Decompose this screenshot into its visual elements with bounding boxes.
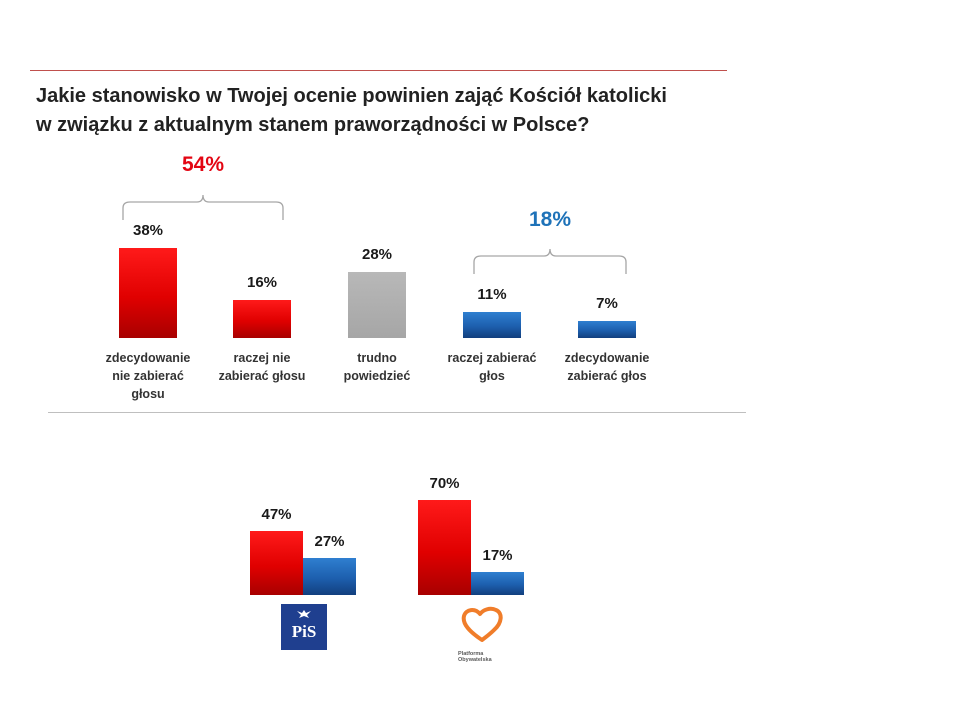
bar-4 <box>463 311 521 338</box>
top-rule <box>30 70 727 71</box>
category-label: raczej nie zabierać głosu <box>202 349 322 385</box>
category-label-line: powiedzieć <box>343 369 411 383</box>
bar-5 <box>578 321 636 338</box>
category-label: zdecydowanie nie zabierać głosu <box>88 349 208 403</box>
category-label: raczej zabierać głos <box>432 349 552 385</box>
po-heart-icon <box>461 606 503 642</box>
party-bar-value-label: 27% <box>314 533 345 551</box>
bar-value-label: 28% <box>361 245 393 263</box>
question-title-line-1: Jakie stanowisko w Twojej ocenie powinie… <box>36 85 667 107</box>
category-label-line: głosu <box>131 387 165 401</box>
bar-value-label: 16% <box>246 274 278 292</box>
question-title-line-2: w związku z aktualnym stanem praworządno… <box>36 114 590 136</box>
bar-1 <box>119 248 177 338</box>
category-label-line: głos <box>479 369 505 383</box>
po-logo-text: Platforma Obywatelska <box>458 651 492 663</box>
party-bar-value-label: 47% <box>261 506 292 524</box>
bar-value-label: 11% <box>477 285 507 303</box>
bar-2 <box>233 300 291 338</box>
category-label-line: zabierać głosu <box>218 369 306 383</box>
category-label-line: zdecydowanie <box>564 351 650 365</box>
party-bar-value-label: 17% <box>482 546 513 564</box>
pis-logo: PiS <box>281 604 327 650</box>
party-bar-1-series-2 <box>303 558 356 595</box>
party-bar-2-series-2 <box>471 571 524 595</box>
bar-value-label: 38% <box>132 222 164 239</box>
category-label: trudno powiedzieć <box>317 349 437 385</box>
no-voice-total: 54% <box>181 153 225 176</box>
category-label-line: raczej nie <box>233 351 291 365</box>
category-label-line: zabierać głos <box>567 369 647 383</box>
category-label-line: zdecydowanie <box>105 351 191 365</box>
eagle-icon <box>297 610 311 618</box>
bar-value-label: 7% <box>596 295 618 313</box>
category-label: zdecydowanie zabierać głos <box>547 349 667 385</box>
voice-brace <box>473 248 627 274</box>
category-label-line: raczej zabierać <box>447 351 537 365</box>
question-title: Jakie stanowisko w Twojej ocenie powinie… <box>36 82 736 140</box>
category-label-line: trudno <box>357 351 397 365</box>
po-logo: Platforma Obywatelska <box>456 604 508 663</box>
pis-logo-text: PiS <box>291 621 317 641</box>
party-bar-1-series-1 <box>250 531 303 595</box>
category-label-line: nie zabierać <box>112 369 184 383</box>
no-voice-brace <box>122 194 284 220</box>
voice-total: 18% <box>528 208 572 231</box>
section-divider <box>48 412 746 413</box>
party-bar-value-label: 70% <box>429 475 460 492</box>
party-bar-2-series-1 <box>418 500 471 595</box>
bar-3 <box>348 271 406 338</box>
